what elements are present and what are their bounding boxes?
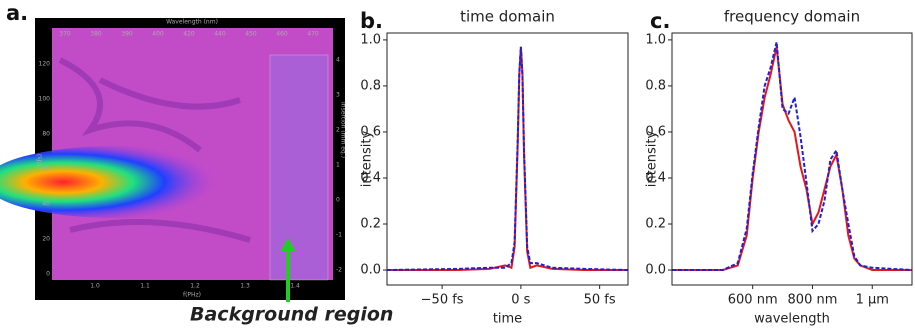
plot-frame — [386, 32, 629, 286]
tick-label: 20 — [42, 236, 50, 243]
tick-label: 460 — [276, 31, 288, 38]
tick-label: 0 — [46, 271, 50, 278]
y-tick-label: 0.6 — [645, 124, 666, 139]
panel-label: a. — [6, 1, 28, 25]
x-axis-label: wavelength — [754, 312, 830, 327]
panel-label: c. — [650, 9, 670, 33]
spectrogram-texture — [58, 57, 251, 243]
chart-title: time domain — [460, 8, 555, 26]
y-tick-label: 1.0 — [645, 32, 666, 47]
tick-label: 1.0 — [90, 283, 100, 290]
y-tick-label: 0.0 — [360, 263, 381, 278]
chart-title: frequency domain — [724, 8, 860, 26]
x-tick-label: 50 fs — [584, 293, 616, 308]
tick-label: 380 — [90, 31, 102, 38]
y-tick-label: 0.4 — [360, 170, 381, 185]
tick-label: 3 — [336, 92, 340, 99]
plot-frame — [671, 32, 913, 286]
tick-label: 40 — [42, 201, 50, 208]
tick-label: 450 — [245, 31, 257, 38]
axis-label: t(fs) — [37, 154, 44, 166]
line-series — [386, 46, 629, 272]
tick-label: 1.3 — [240, 283, 250, 290]
x-tick-label: 800 nm — [788, 293, 838, 308]
tick-label: 2 — [336, 127, 340, 134]
x-tick-label: 1 μm — [856, 293, 889, 308]
tick-label: 390 — [121, 31, 133, 38]
background-region — [269, 54, 329, 281]
line-series — [672, 46, 912, 272]
y-tick-label: 0.2 — [360, 217, 381, 232]
panel-label: b. — [360, 9, 383, 33]
y-tick-label: 0.8 — [360, 78, 381, 93]
tick-label: 470 — [307, 31, 319, 38]
y-tick-label: 0.0 — [645, 263, 666, 278]
x-tick-label: 600 nm — [728, 293, 778, 308]
line-series — [672, 41, 913, 272]
y-tick-label: 0.2 — [645, 217, 666, 232]
tick-label: 1.2 — [190, 283, 200, 290]
tick-label: 440 — [214, 31, 226, 38]
tick-label: 370 — [59, 31, 71, 38]
axis-label: Wavelength (nm) — [166, 19, 218, 26]
axis-label: f(PHz) — [183, 292, 201, 299]
line-series — [387, 46, 628, 272]
tick-label: 120 — [39, 61, 51, 68]
tick-label: 1 — [336, 162, 340, 169]
tick-label: 1.4 — [290, 283, 300, 290]
tick-label: 80 — [42, 131, 50, 138]
y-tick-label: 0.8 — [645, 78, 666, 93]
tick-label: 400 — [152, 31, 164, 38]
y-tick-label: 1.0 — [360, 32, 381, 47]
y-axis-label: intensity — [645, 131, 660, 188]
tick-label: 420 — [183, 31, 195, 38]
x-axis-label: time — [493, 312, 522, 327]
tick-label: -1 — [336, 232, 342, 239]
y-axis-label: intensity — [360, 131, 375, 188]
y-tick-label: 0.4 — [645, 170, 666, 185]
tick-label: 100 — [39, 96, 51, 103]
arrow-head — [280, 238, 296, 252]
tick-label: -2 — [336, 267, 342, 274]
tick-label: 60 — [42, 166, 50, 173]
annotation: Background region — [190, 304, 393, 326]
tick-label: 1.1 — [140, 283, 150, 290]
axis-label: Insertion (mm eq.) — [340, 102, 347, 158]
x-tick-label: 0 s — [511, 293, 530, 308]
y-tick-label: 0.6 — [360, 124, 381, 139]
x-tick-label: −50 fs — [421, 293, 464, 308]
tick-label: 0 — [336, 197, 340, 204]
spectrogram-feature — [0, 146, 245, 218]
tick-label: 4 — [336, 57, 340, 64]
